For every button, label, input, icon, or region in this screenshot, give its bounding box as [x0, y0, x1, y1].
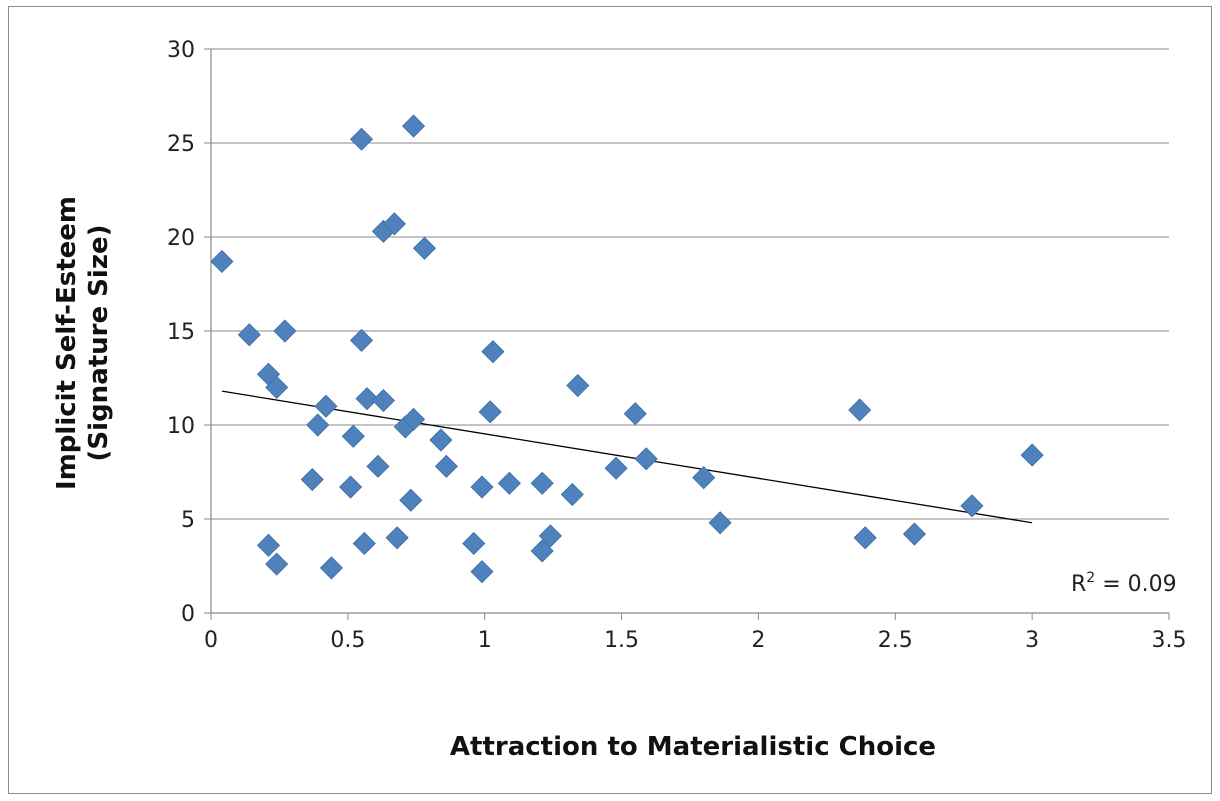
- data-point: [530, 471, 554, 495]
- data-point: [560, 482, 584, 507]
- trendline-group: [221, 390, 1033, 524]
- data-point: [692, 466, 716, 490]
- x-tick-label: 3: [1025, 628, 1039, 653]
- data-points: [210, 114, 1044, 584]
- r-squared-prefix: R: [1071, 572, 1086, 597]
- data-point: [210, 249, 234, 274]
- x-tick-label: 3.5: [1152, 628, 1187, 653]
- data-point: [256, 533, 281, 557]
- y-tick-label: 30: [167, 38, 195, 63]
- data-point: [399, 488, 423, 512]
- data-point: [339, 475, 363, 499]
- y-tick-label: 25: [167, 132, 195, 157]
- data-point: [412, 236, 437, 260]
- data-point: [371, 388, 396, 413]
- x-tick-label: 2: [751, 628, 765, 653]
- x-tick-label: 1.5: [604, 628, 639, 653]
- scatter-chart: 0 5 10 15 20 25 30 0 0.5 1 1.5 2 2.5 3 3.5 Implicit S…: [52, 38, 1187, 762]
- data-point: [623, 402, 647, 426]
- data-point: [708, 511, 732, 535]
- data-point: [429, 428, 453, 452]
- data-point: [478, 400, 502, 424]
- x-tick-labels: 0 0.5 1 1.5 2 2.5 3 3.5: [204, 628, 1187, 653]
- data-point: [341, 424, 365, 448]
- y-tick-label: 10: [167, 414, 195, 439]
- data-point: [401, 407, 426, 431]
- gridlines: [211, 48, 1169, 520]
- data-point: [352, 531, 376, 556]
- data-point: [604, 456, 628, 480]
- data-point: [366, 454, 390, 478]
- data-point: [902, 522, 927, 546]
- y-tick-label: 20: [167, 226, 195, 251]
- data-point: [566, 373, 590, 398]
- data-point: [265, 552, 289, 576]
- data-point: [470, 475, 494, 499]
- data-point: [481, 340, 505, 364]
- data-point: [349, 328, 374, 352]
- data-point: [300, 467, 324, 492]
- y-axis-title-line-1: Implicit Self-Esteem: [52, 196, 82, 490]
- data-point: [497, 471, 521, 495]
- chart-frame: 0 5 10 15 20 25 30 0 0.5 1 1.5 2 2.5 3 3.5 Implicit S…: [8, 6, 1212, 794]
- x-tick-label: 1: [478, 628, 492, 653]
- x-tick-label: 0.5: [330, 628, 365, 653]
- r-squared-annotation: R2 = 0.09: [1071, 570, 1177, 597]
- data-point: [1020, 443, 1044, 467]
- data-point: [265, 375, 289, 399]
- data-point: [349, 127, 374, 151]
- data-point: [634, 447, 658, 471]
- data-point: [462, 531, 486, 556]
- y-tick-label: 15: [167, 320, 195, 345]
- x-axis-title: Attraction to Materialistic Choice: [450, 732, 936, 762]
- data-point: [355, 387, 379, 411]
- data-point: [434, 454, 458, 478]
- data-point: [530, 539, 554, 563]
- data-point: [319, 556, 343, 580]
- y-tick-labels: 0 5 10 15 20 25 30: [167, 38, 195, 627]
- x-tick-label: 0: [204, 628, 218, 653]
- y-axis-title-line-2: (Signature Size): [84, 225, 114, 462]
- data-point: [960, 494, 984, 518]
- axes: [204, 48, 1170, 620]
- data-point: [314, 394, 338, 418]
- y-tick-label: 0: [181, 602, 195, 627]
- data-point: [306, 413, 330, 437]
- trendline: [221, 390, 1033, 524]
- x-tick-label: 2.5: [878, 628, 913, 653]
- data-point: [382, 212, 406, 236]
- data-point: [848, 398, 872, 422]
- y-tick-label: 5: [181, 508, 195, 533]
- data-point: [853, 526, 877, 550]
- data-point: [237, 323, 261, 347]
- data-point: [538, 524, 562, 548]
- data-point: [401, 114, 426, 138]
- data-point: [470, 560, 494, 584]
- r-squared-value: = 0.09: [1095, 572, 1176, 597]
- r-squared-superscript: 2: [1086, 570, 1095, 586]
- data-point: [385, 526, 409, 550]
- data-point: [273, 319, 297, 343]
